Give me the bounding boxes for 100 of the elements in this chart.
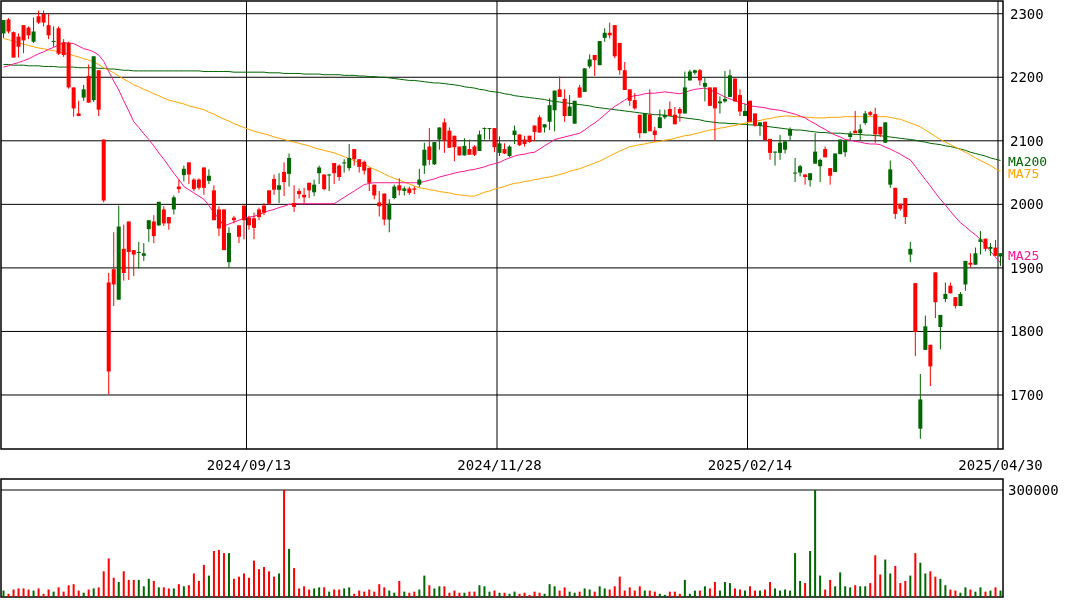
candlestick [277, 172, 282, 204]
candlestick [477, 130, 482, 152]
bar [844, 586, 847, 597]
candlestick [963, 260, 968, 292]
bar [558, 590, 561, 597]
bar [949, 589, 952, 597]
candlestick [788, 126, 793, 142]
bar [152, 580, 155, 597]
bar [713, 582, 716, 597]
y-tick-label: 2100 [1010, 132, 1044, 149]
bar [899, 583, 902, 597]
bar [909, 575, 912, 597]
candlestick [377, 190, 382, 217]
bar [914, 553, 917, 597]
candlestick [482, 126, 487, 141]
candlestick [332, 162, 337, 185]
bar [608, 589, 611, 597]
bar [388, 590, 391, 597]
bar [473, 591, 476, 597]
candlestick [327, 173, 332, 192]
bar [543, 593, 546, 597]
bar [242, 573, 245, 597]
bar [323, 587, 326, 597]
bar [849, 587, 852, 597]
bar [884, 559, 887, 597]
bar [518, 593, 521, 597]
candlestick [442, 118, 447, 154]
candlestick [342, 158, 347, 174]
bar [974, 591, 977, 597]
bar [663, 594, 666, 597]
candlestick [717, 95, 722, 114]
bar [889, 573, 892, 597]
bar [764, 589, 767, 597]
line-series [3, 42, 1001, 264]
bar [743, 590, 746, 597]
bar [278, 573, 281, 597]
bar [298, 588, 301, 597]
bar [673, 591, 676, 597]
candlestick [938, 314, 943, 350]
x-tick-label: 2025/04/30 [958, 457, 1043, 473]
bar [217, 549, 220, 597]
candlestick [647, 88, 652, 132]
bar [378, 584, 381, 597]
bar [87, 589, 90, 597]
bar [533, 591, 536, 597]
bar [423, 575, 426, 597]
bar [112, 577, 115, 597]
bar [2, 590, 5, 597]
candlestick [928, 344, 933, 387]
bar [919, 562, 922, 597]
candlestick [186, 161, 191, 185]
bar [864, 586, 867, 597]
bar [834, 586, 837, 597]
bar [258, 569, 261, 597]
bar [197, 580, 200, 597]
bar [358, 590, 361, 597]
candlestick [557, 76, 562, 98]
candlestick [592, 54, 597, 77]
bar [248, 577, 250, 597]
bar [293, 568, 296, 597]
bar [67, 585, 70, 597]
candlestick [727, 69, 732, 98]
bar [839, 572, 842, 597]
bar [749, 586, 751, 597]
bar [814, 490, 817, 597]
candlestick [978, 230, 983, 256]
bar [122, 571, 125, 597]
candlestick [432, 141, 437, 166]
bar [799, 580, 802, 597]
bar [683, 579, 686, 597]
text: 300000 [1008, 482, 1059, 498]
bar [478, 585, 481, 597]
bar [809, 550, 812, 597]
bar [954, 590, 957, 597]
candlestick [497, 135, 502, 157]
candlestick [292, 184, 297, 213]
candlestick [282, 161, 287, 197]
bar [172, 588, 175, 597]
bar [563, 587, 566, 597]
bar [698, 590, 701, 597]
bar [593, 591, 596, 597]
bar [7, 593, 10, 597]
bar [754, 590, 757, 597]
bar [383, 587, 386, 597]
bar [653, 591, 656, 597]
bar [212, 550, 215, 597]
candlestick [437, 126, 442, 151]
candlestick [156, 201, 161, 227]
candlestick [702, 76, 707, 102]
bar [939, 578, 942, 597]
bar [779, 590, 782, 597]
bar [333, 589, 336, 597]
bar [22, 588, 25, 597]
bar [658, 593, 661, 597]
bar [623, 590, 626, 597]
bar [633, 590, 636, 597]
bar [693, 590, 696, 597]
bar [273, 576, 276, 597]
bar [142, 586, 145, 597]
bar [253, 560, 256, 597]
